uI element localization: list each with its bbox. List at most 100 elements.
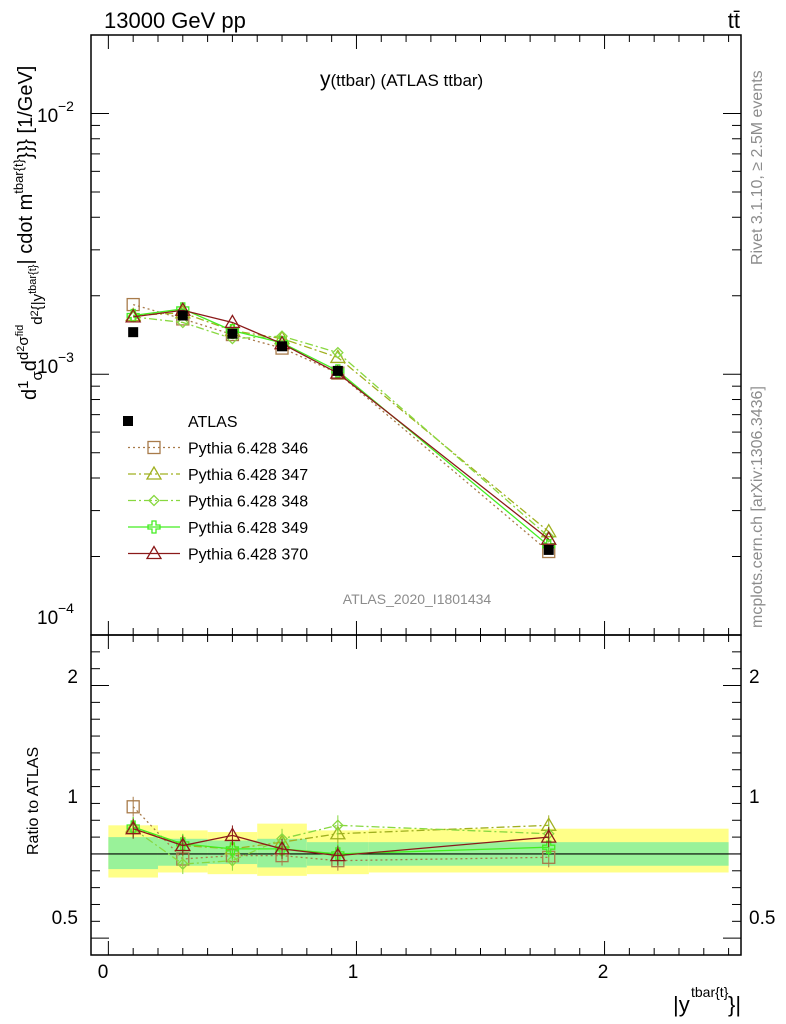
legend-marker	[147, 520, 161, 534]
atlas-data-point	[128, 327, 139, 338]
ratio-tick-label-right-0.5: 0.5	[749, 908, 775, 929]
chart-title: y(ttbar) (ATLAS ttbar)	[320, 68, 483, 91]
energy-label: 13000 GeV pp	[104, 8, 246, 33]
ratio-axis-label: Ratio to ATLAS	[25, 747, 42, 855]
atlas-data-point	[227, 328, 238, 339]
ylabel-part: d	[19, 360, 41, 371]
y-axis-label-text: d1σdd2σfidd2{|ytbar{t}| cdot mtbar{t}}}}…	[11, 66, 46, 400]
ylabel-part: 2	[29, 310, 41, 316]
ratio-series	[125, 796, 557, 875]
x-axis-label: |y tbar{t} }|	[673, 984, 741, 1017]
series-line	[133, 316, 550, 538]
legend-label-atlas: ATLAS	[188, 414, 238, 431]
atlas-data-point	[332, 365, 343, 376]
x-tick-label-2: 2	[598, 962, 609, 983]
analysis-label: ATLAS_2020_I1801434	[343, 591, 492, 607]
x-tick-label-1: 1	[348, 962, 359, 983]
x-label-sup: tbar{t}	[691, 984, 729, 1000]
legend-marker	[147, 440, 161, 455]
rivet-label: Rivet 3.1.10, ≥ 2.5M events	[749, 70, 766, 265]
ratio-frame	[90, 634, 742, 956]
ratio-tick-label-right-2: 2	[749, 667, 760, 688]
y-axis-label: d1σdd2σfidd2{|ytbar{t}| cdot mtbar{t}}}}…	[11, 66, 46, 400]
main-frame	[90, 34, 742, 636]
x-label-main: |y	[673, 992, 690, 1017]
ylabel-part: 1	[15, 381, 32, 389]
ylabel-part: 2	[15, 346, 27, 352]
y-tick-label-1e-2: 10 −2	[37, 98, 74, 127]
ylabel-part: d	[19, 389, 41, 400]
y-tick-exp: −3	[58, 349, 74, 365]
legend-label: Pythia 6.428 347	[188, 467, 308, 484]
ratio-point	[225, 842, 240, 856]
legend-marker	[145, 465, 163, 480]
y-tick-base: 10	[37, 357, 58, 378]
y-tick-exp: −2	[58, 98, 74, 114]
series-point	[540, 530, 557, 545]
legend-label: Pythia 6.428 349	[188, 520, 308, 537]
chart-title-main: y	[320, 68, 331, 91]
stat-uncertainty-band	[108, 837, 158, 870]
y-tick-exp: −4	[58, 600, 74, 616]
legend-marker	[145, 545, 163, 560]
axis-ticks	[91, 34, 741, 955]
ratio-tick-label-right-1: 1	[749, 787, 760, 808]
y-tick-base: 10	[37, 608, 58, 629]
atlas-data-point	[277, 341, 288, 352]
series-point	[331, 346, 344, 359]
chart-title-rest: (ttbar) (ATLAS ttbar)	[331, 71, 484, 90]
legend-label: Pythia 6.428 348	[188, 494, 308, 511]
y-tick-base: 10	[37, 106, 58, 127]
ratio-point	[126, 800, 140, 814]
ratio-tick-label-0.5: 0.5	[52, 908, 78, 929]
ylabel-part: | cdot m	[15, 194, 37, 265]
ylabel-part: σ	[29, 371, 46, 381]
series-point	[542, 530, 555, 543]
ratio-line	[132, 824, 549, 865]
ylabel-part: {|y	[29, 293, 46, 310]
ratio-point	[540, 828, 557, 843]
y-tick-label-1e-3: 10 −3	[37, 349, 74, 378]
legend-marker-atlas	[123, 416, 133, 426]
legend-label: Pythia 6.428 370	[188, 547, 308, 564]
series-line	[133, 312, 550, 533]
ylabel-part: }}} [1/GeV]	[15, 66, 37, 159]
legend-marker	[148, 494, 160, 507]
ratio-tick-label-1: 1	[67, 787, 78, 808]
ratio-point	[329, 847, 346, 862]
series-point	[276, 330, 288, 343]
legend-label: Pythia 6.428 346	[188, 441, 308, 458]
ratio-point	[226, 854, 239, 867]
y-tick-label-1e-4: 10 −4	[37, 600, 74, 629]
ratio-line	[132, 828, 549, 857]
x-tick-label-0: 0	[98, 962, 109, 983]
series-point	[125, 308, 142, 323]
ylabel-part: σ	[15, 336, 32, 346]
ratio-point	[174, 837, 191, 852]
ratio-point	[542, 840, 556, 854]
ratio-point	[331, 819, 344, 832]
series-line	[133, 309, 550, 540]
series-point	[540, 523, 557, 538]
ratio-point	[125, 820, 142, 835]
series-point	[176, 316, 189, 329]
ratio-tick-label-2: 2	[67, 667, 78, 688]
main-series	[125, 297, 557, 559]
ratio-line	[132, 806, 549, 862]
ylabel-part: d	[29, 316, 46, 324]
ylabel-part: fid	[14, 325, 26, 337]
process-label: tt̄	[728, 8, 740, 33]
ratio-point	[176, 858, 189, 870]
atlas-data-point	[543, 544, 554, 555]
mcplots-label: mcplots.cern.ch [arXiv:1306.3436]	[749, 386, 766, 628]
ylabel-part: d	[15, 352, 32, 360]
ratio-point	[329, 825, 346, 840]
ylabel-part: tbar{t}	[27, 264, 39, 294]
series-point	[224, 314, 241, 329]
ratio-point	[273, 840, 291, 855]
ratio-point	[224, 827, 241, 842]
ylabel-part: tbar{t}	[11, 158, 26, 193]
atlas-data-point	[177, 310, 188, 321]
legend: ATLAS Pythia 6.428 346 Pythia 6.428 347 Pyt…	[123, 414, 308, 564]
